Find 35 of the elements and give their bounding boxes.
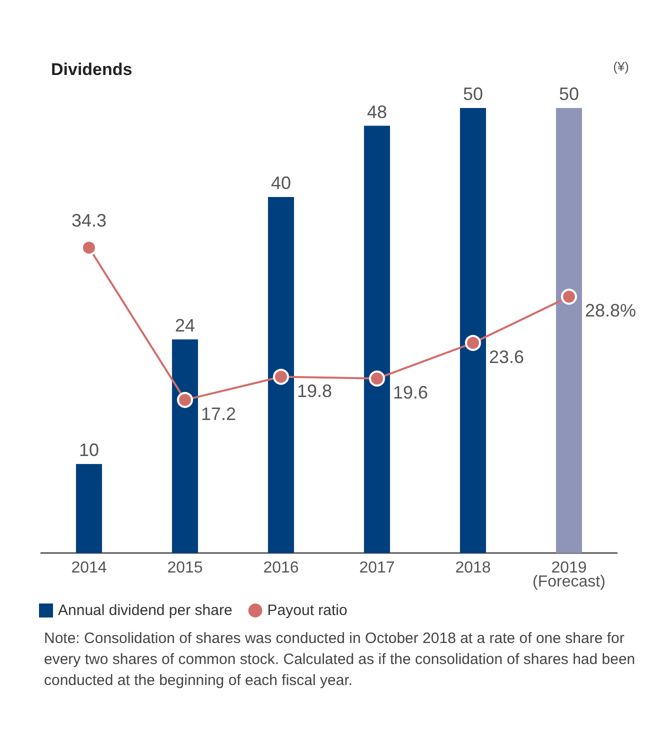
- point: [273, 368, 289, 385]
- x-tick-label: 2019 (Forecast): [532, 560, 606, 590]
- x-tick-label: 2017: [359, 560, 395, 576]
- data-label: 50: [558, 84, 580, 104]
- data-label: 50: [462, 84, 484, 104]
- legend-label: Payout ratio: [267, 602, 348, 619]
- legend-label: Annual dividend per share: [58, 602, 232, 619]
- data-label: 10: [78, 440, 100, 460]
- data-label: 28.8%: [585, 300, 636, 321]
- bar: [76, 464, 102, 553]
- x-tick-label: 2015: [167, 560, 203, 576]
- bar: [268, 197, 294, 553]
- text: (¥): [613, 59, 629, 74]
- data-label: 17.2: [201, 404, 236, 424]
- point: [177, 392, 193, 408]
- x-tick-label: 2018: [455, 560, 491, 576]
- bar: [172, 339, 198, 553]
- data-label: 48: [366, 102, 388, 122]
- data-label: 34.3: [71, 210, 107, 231]
- bar: [556, 108, 582, 553]
- data-label: 19.8: [297, 380, 332, 401]
- point: [561, 288, 577, 305]
- text: Note: Consolidation of shares was conducted in October 2018 at a rate of one share for every two shares of common stock. Calculated as if the consolidation of shares had been conducted at the beginning of each fiscal year.: [44, 630, 640, 689]
- point: [465, 334, 481, 351]
- data-label: 40: [270, 173, 292, 193]
- data-label: 24: [174, 315, 196, 336]
- bar: [460, 108, 486, 553]
- x-tick-label: 2016: [263, 560, 299, 576]
- point: [81, 240, 97, 256]
- data-label: 19.6: [393, 382, 428, 403]
- x-tick-label: 2014: [71, 560, 107, 576]
- point: [369, 370, 385, 387]
- chart-title: Dividends: [51, 60, 132, 79]
- bar: [364, 126, 390, 553]
- data-label: 23.6: [489, 346, 524, 367]
